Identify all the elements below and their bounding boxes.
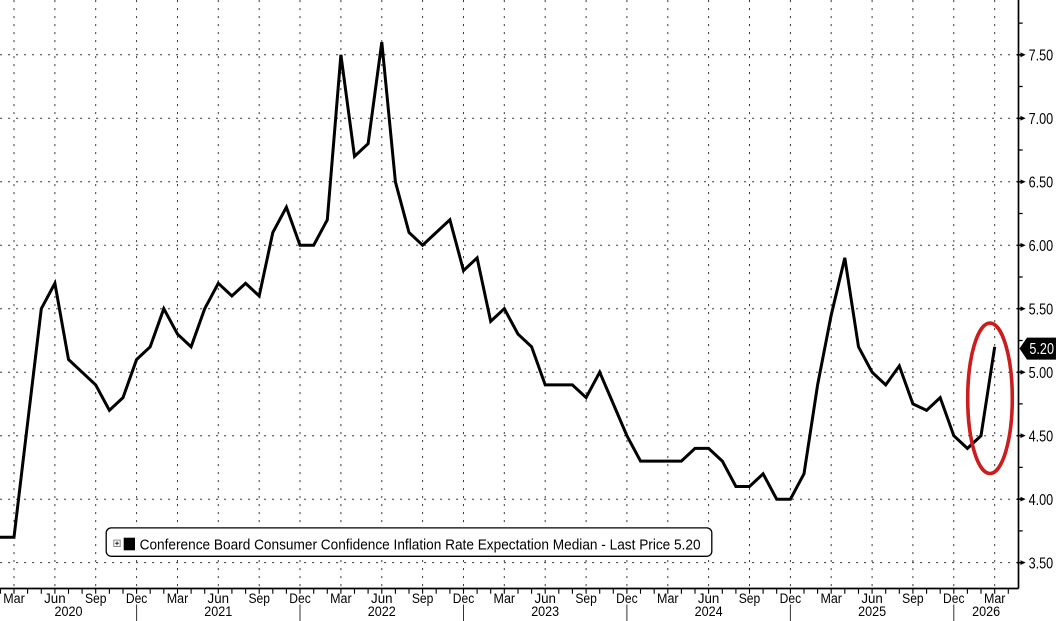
svg-text:Sep: Sep (739, 591, 761, 606)
svg-text:2021: 2021 (204, 604, 232, 619)
svg-text:Jun: Jun (861, 591, 883, 606)
svg-text:5.00: 5.00 (1029, 365, 1054, 382)
svg-text:6.00: 6.00 (1029, 238, 1054, 255)
svg-text:4.50: 4.50 (1029, 429, 1054, 446)
svg-text:3.50: 3.50 (1029, 556, 1054, 573)
svg-text:Dec: Dec (616, 591, 638, 606)
svg-text:Mar: Mar (820, 591, 842, 606)
svg-text:2026: 2026 (972, 604, 1000, 619)
svg-text:Jun: Jun (698, 591, 720, 606)
svg-text:Sep: Sep (575, 591, 597, 606)
svg-text:Jun: Jun (208, 591, 230, 606)
svg-text:Dec: Dec (453, 591, 475, 606)
svg-text:Dec: Dec (943, 591, 965, 606)
svg-text:2025: 2025 (858, 604, 886, 619)
svg-text:6.50: 6.50 (1029, 175, 1054, 192)
svg-text:Sep: Sep (85, 591, 107, 606)
svg-text:7.50: 7.50 (1029, 48, 1054, 65)
svg-text:Dec: Dec (780, 591, 802, 606)
svg-text:2024: 2024 (695, 604, 724, 619)
svg-text:2022: 2022 (368, 604, 396, 619)
svg-text:Dec: Dec (126, 591, 148, 606)
svg-text:Mar: Mar (167, 591, 189, 606)
svg-text:Mar: Mar (984, 591, 1006, 606)
svg-text:2020: 2020 (55, 604, 83, 619)
svg-text:Jun: Jun (534, 591, 556, 606)
svg-text:Mar: Mar (3, 591, 25, 606)
svg-text:Conference Board Consumer Conf: Conference Board Consumer Confidence Inf… (140, 537, 701, 554)
svg-text:7.00: 7.00 (1029, 111, 1054, 128)
svg-text:Mar: Mar (494, 591, 516, 606)
svg-text:Jun: Jun (44, 591, 66, 606)
svg-text:4.00: 4.00 (1029, 492, 1054, 509)
svg-text:Sep: Sep (248, 591, 270, 606)
svg-text:Mar: Mar (330, 591, 352, 606)
svg-text:Jun: Jun (371, 591, 393, 606)
svg-text:5.50: 5.50 (1029, 302, 1054, 319)
svg-text:2023: 2023 (531, 604, 559, 619)
svg-text:Mar: Mar (657, 591, 679, 606)
svg-text:Dec: Dec (289, 591, 311, 606)
svg-text:Sep: Sep (902, 591, 924, 606)
svg-text:Sep: Sep (412, 591, 434, 606)
svg-text:5.20: 5.20 (1029, 341, 1054, 358)
